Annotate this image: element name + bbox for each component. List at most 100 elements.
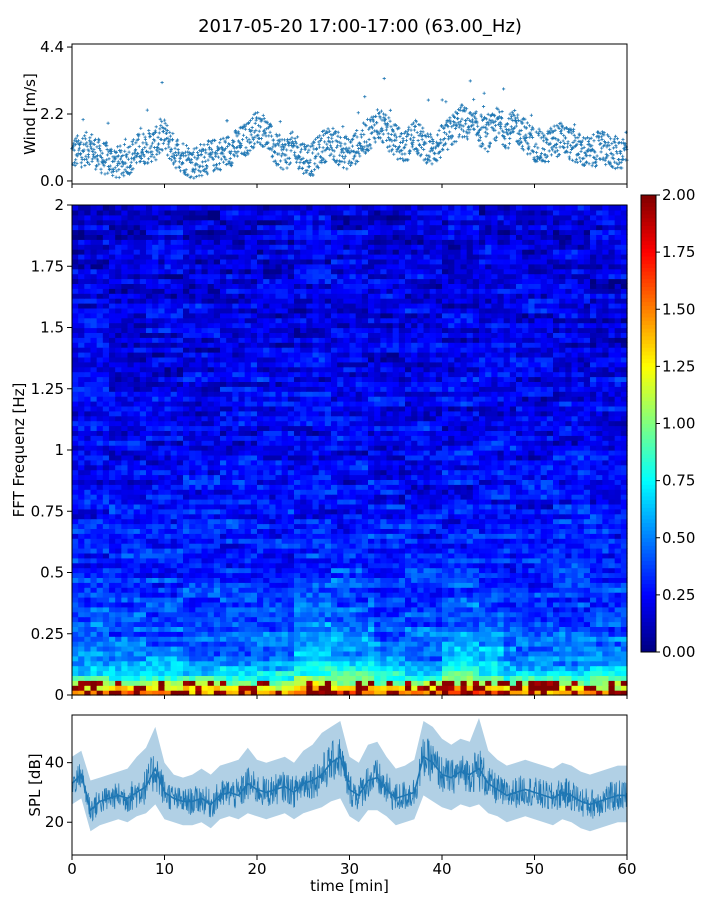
spectrogram-cell [423,601,431,608]
spectrogram-cell [331,543,338,549]
spectrogram-cell [454,523,462,529]
spectrogram-cell [423,641,431,647]
spectrogram-cell [269,646,277,652]
wind-marker [338,135,342,140]
spectrogram-cell [435,552,443,559]
wind-marker [562,133,566,138]
spectrogram-cell [84,611,92,618]
wind-marker [444,132,449,136]
wind-marker [369,146,373,150]
spectrogram-cell [405,597,412,603]
spectrogram-cell [386,582,394,588]
spectrogram-cell [176,641,184,647]
spectrogram-cell [559,621,566,627]
spectrogram-cell [503,636,511,642]
spectrogram-cell [139,548,147,554]
spectrogram-cell [294,626,301,632]
spectrogram-cell [577,587,585,593]
spectrogram-cell [226,670,233,676]
spectrogram-cell [300,631,307,637]
spectrogram-cell [146,548,153,554]
spectrogram-cell [429,670,437,676]
spectrogram-cell [374,587,381,593]
spectrogram-cell [571,626,579,632]
spectrogram-cell [109,626,116,632]
spectrogram-cell [281,592,289,598]
spectrogram-cell [374,597,381,603]
spectrogram-cell [189,557,196,564]
spectrogram-cell [343,636,351,642]
spectrogram-cell [386,538,394,544]
spectrogram-cell [361,567,369,574]
spectrogram-cell [90,616,98,623]
spectrogram-cell [368,533,375,539]
spectrogram-cell [559,606,566,613]
wind-marker [129,170,133,175]
wind-marker [95,164,99,168]
spectrogram-cell [546,597,554,603]
spectrogram-cell [546,626,554,632]
spectrogram-cell [195,626,203,632]
spectrogram-cell [220,587,227,593]
spectrogram-cell [571,572,579,578]
spectrogram-cell [207,577,215,583]
spectrogram-cell [207,533,215,539]
spectrogram-cell [374,646,381,652]
spectrogram-cell [546,601,554,608]
spectrogram-cell [417,557,425,564]
wind-marker [486,149,490,154]
spectrogram-cell [72,646,79,652]
spectrogram-cell [133,606,141,613]
spectrogram-cell [553,606,560,613]
spectrogram-cell [405,631,412,637]
spectrogram-cell [343,621,351,627]
spectrogram-cell [78,675,85,681]
wind-marker [581,136,586,140]
spectrogram-cell [565,680,573,686]
spectrogram-cell [281,538,289,544]
spectrogram-cell [115,528,122,534]
spectrogram-cell [602,606,610,613]
wind-marker [355,135,359,139]
spectrogram-cell [553,577,560,583]
spectrogram-cell [608,538,616,544]
wind-marker [106,171,110,175]
spectrogram-cell [127,533,135,539]
spectrogram-cell [405,685,412,691]
spectrogram-cell [294,685,301,691]
spectrogram-cell [250,533,258,539]
spectrogram-cell [337,660,344,667]
spectrogram-cell [269,587,277,593]
spectrogram-cell [263,528,270,534]
spectrogram-cell [90,606,98,613]
spectrogram-cell [553,646,560,652]
spectrogram-cell [220,675,227,681]
spectrogram-cell [121,665,129,672]
wind-marker [384,113,388,117]
spectrogram-cell [84,562,92,569]
wind-marker [390,149,394,153]
spectrogram-cell [121,552,129,559]
spectrogram-cell [238,533,246,539]
spectrogram-cell [590,601,597,608]
spectrogram-cell [146,523,153,529]
spectrogram-cell [263,533,270,539]
spectrogram-cell [158,631,166,637]
wind-marker [584,137,588,141]
spectrogram-cell [115,646,122,652]
spectrogram-cell [435,650,443,657]
wind-marker [533,144,537,148]
spectrogram-cell [466,646,474,652]
spectrogram-cell [460,650,468,657]
spectrogram-cell [559,533,566,539]
spectrogram-cell [497,562,505,569]
spectrogram-cell [78,636,85,642]
wind-marker [107,150,111,154]
spectrogram-cell [349,577,357,583]
spectrogram-cell [448,528,455,534]
wind-marker [148,134,152,138]
spectrogram-cell [368,611,375,618]
spectrogram-cell [263,577,270,583]
spectrogram-cell [374,538,381,544]
spectrogram-cell [244,665,252,672]
